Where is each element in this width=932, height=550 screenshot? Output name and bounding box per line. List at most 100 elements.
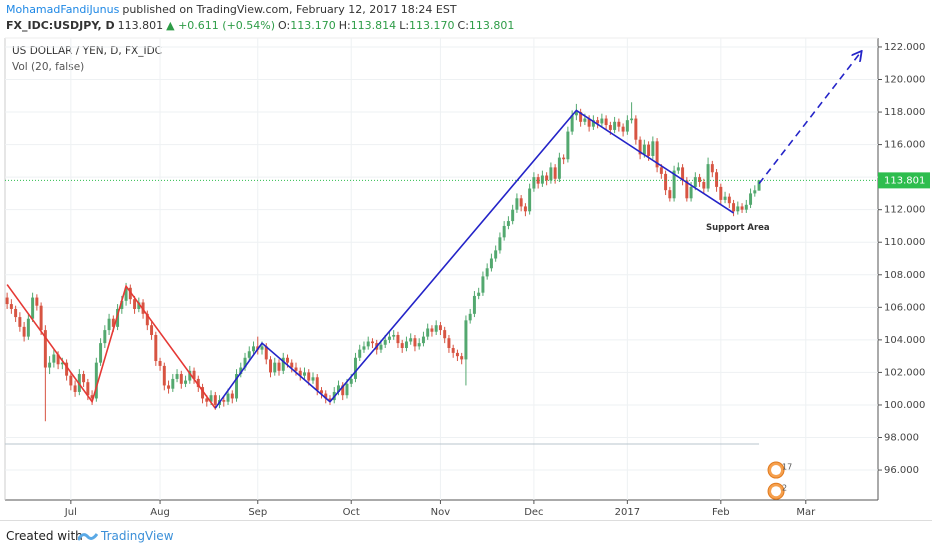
candle-body [162, 365, 166, 386]
x-tick-label: Oct [343, 507, 360, 518]
candle-body [613, 121, 617, 130]
candle-body [111, 318, 115, 327]
candle-body [489, 258, 493, 269]
candle-body [124, 287, 128, 301]
candle-body [69, 375, 73, 386]
y-tick-label: 118.000 [884, 107, 925, 118]
event-marker-inner [771, 465, 782, 476]
candle-body [557, 157, 561, 179]
candle-body [294, 367, 298, 371]
candle-body [702, 182, 706, 189]
candle-body [39, 305, 43, 331]
y-tick-label: 98.000 [884, 433, 919, 444]
candle-body [82, 374, 86, 383]
candle-body [749, 193, 753, 205]
candle-body [430, 328, 434, 332]
candle-body [472, 295, 476, 314]
y-tick-label: 100.000 [884, 400, 925, 411]
candle-body [685, 180, 689, 199]
y-tick-label: 108.000 [884, 270, 925, 281]
candle-body [532, 177, 536, 189]
ohlc-value: 113.801 [468, 19, 515, 32]
candle-body [281, 357, 285, 371]
candle-body [328, 398, 332, 401]
candle-body [349, 378, 353, 384]
candle-body [664, 173, 668, 191]
candle-body [540, 175, 544, 184]
event-marker-label: 17 [782, 463, 792, 472]
candle-body [366, 341, 370, 347]
candle-body [583, 118, 587, 122]
candle-body [150, 325, 154, 335]
candle-body [413, 338, 417, 347]
candle-body [48, 362, 52, 368]
candle-body [341, 385, 345, 396]
candle-body [676, 167, 680, 171]
candle-body [311, 377, 315, 381]
candle-body [617, 121, 621, 127]
candle-body [621, 126, 625, 132]
candle-body [579, 112, 583, 122]
trend-line [758, 52, 861, 185]
candle-body [757, 180, 761, 191]
candle-body [553, 167, 557, 179]
candle-body [477, 292, 481, 296]
candle-body [642, 144, 646, 155]
candle-body [562, 157, 566, 160]
x-tick-label: Jul [64, 507, 77, 518]
candle-body [353, 357, 357, 379]
x-tick-label: Aug [150, 507, 170, 518]
y-tick-label: 120.000 [884, 74, 925, 85]
candle-body [35, 297, 39, 306]
candle-body [455, 352, 459, 357]
y-tick-label: 102.000 [884, 367, 925, 378]
x-tick-label: 2017 [615, 507, 640, 518]
candle-body [744, 204, 748, 210]
candle-body [494, 250, 498, 259]
candle-body [447, 338, 451, 349]
candle-body [345, 383, 349, 396]
footer-brand[interactable]: TradingView [101, 529, 174, 543]
event-marker-inner [771, 486, 782, 497]
candle-body [523, 206, 527, 212]
candle-body [52, 354, 56, 363]
ohlc-value: 113.170 [409, 19, 455, 32]
candle-body [570, 115, 574, 132]
candle-body [213, 395, 217, 405]
candle-body [60, 362, 64, 365]
candle-body [90, 395, 94, 399]
candle-body [137, 302, 141, 309]
publisher[interactable]: MohamadFandiJunus [6, 3, 120, 16]
candle-body [116, 308, 120, 327]
candle-body [710, 164, 714, 173]
candle-body [31, 297, 35, 319]
candle-body [133, 299, 137, 309]
candle-body [460, 356, 464, 360]
candle-body [736, 206, 740, 212]
candle-body [336, 385, 340, 392]
candle-body [634, 118, 638, 140]
candle-body [18, 317, 22, 327]
candle-body [485, 268, 489, 277]
candle-body [247, 351, 251, 358]
candle-body [22, 326, 26, 337]
candle-body [358, 349, 362, 358]
ohlc-label: L: [399, 19, 410, 32]
candle-body [698, 177, 702, 183]
candle-body [94, 362, 98, 399]
candle-body [706, 164, 710, 189]
candle-body [260, 346, 264, 350]
candle-body [655, 141, 659, 168]
candle-body [120, 300, 124, 309]
ohlc-value: 113.170 [290, 19, 336, 32]
candle-body [591, 120, 595, 127]
candle-body [383, 339, 387, 345]
candle-body [239, 367, 243, 375]
candle-body [9, 304, 13, 309]
header-line-1: MohamadFandiJunus published on TradingVie… [6, 2, 517, 18]
candle-body [222, 400, 226, 402]
ohlc-label: O: [278, 19, 291, 32]
event-marker-label: 2 [782, 484, 787, 493]
candle-body [638, 139, 642, 155]
